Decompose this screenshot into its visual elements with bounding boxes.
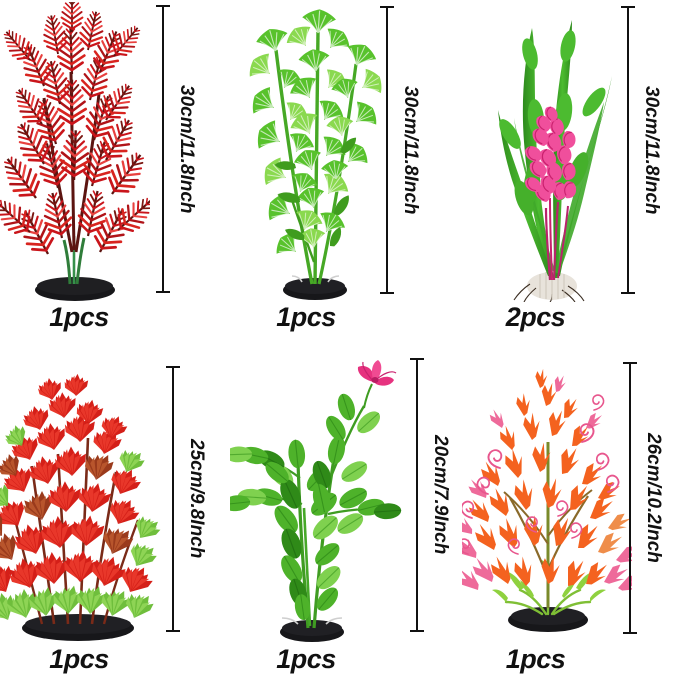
dimension-ruler-pink-flower-ribbon-plant: 30cm/11.8Inch: [621, 6, 662, 294]
quantity-caption: 1pcs: [276, 302, 336, 332]
red-bushy-plant-illustration: [0, 2, 150, 301]
dimension-ruler-red-green-spike-plant: 25cm/9.8Inch: [166, 366, 207, 632]
product-cell-green-fan-leaf-plant: 30cm/11.8Inch 1pcs: [230, 0, 460, 344]
dimension-label: 30cm/11.8Inch: [176, 84, 197, 214]
ruler-cap-bottom: [166, 630, 180, 632]
dimension-label: 20cm/7.9Inch: [430, 435, 451, 555]
dimension-label: 30cm/11.8Inch: [641, 85, 662, 215]
orange-fern-plant-illustration: [462, 368, 632, 632]
ruler-cap-bottom: [156, 291, 170, 293]
ruler-cap-bottom: [380, 292, 394, 294]
plant-artwork-green-fan-leaf-plant: [230, 0, 460, 344]
dimension-ruler-green-fan-leaf-plant: 30cm/11.8Inch: [380, 6, 421, 294]
quantity-caption: 1pcs: [49, 302, 109, 332]
ruler-bar: [623, 362, 637, 634]
ruler-bar: [410, 358, 424, 632]
ruler-bar: [156, 5, 170, 293]
red-green-spike-plant-illustration: [0, 356, 170, 641]
plant-artwork-red-green-spike-plant: [0, 344, 230, 688]
dimension-ruler-green-leafy-flower-plant: 20cm/7.9Inch: [410, 358, 451, 632]
ruler-cap-bottom: [410, 630, 424, 632]
product-cell-orange-fern-plant: 26cm/10.2Inch 1pcs: [460, 344, 679, 688]
dimension-ruler-red-bushy-plant: 30cm/11.8Inch: [156, 5, 197, 293]
product-cell-red-bushy-plant: 30cm/11.8Inch 1pcs: [0, 0, 230, 344]
ruler-stem: [627, 6, 629, 294]
dimension-label: 25cm/9.8Inch: [186, 439, 207, 559]
pink-flower-ribbon-plant-illustration: [498, 20, 612, 302]
ruler-stem: [629, 362, 631, 634]
green-leafy-flower-plant-illustration: [230, 360, 403, 642]
product-cell-red-green-spike-plant: 25cm/9.8Inch 1pcs: [0, 344, 230, 688]
plant-artwork-green-leafy-flower-plant: [230, 344, 460, 688]
ruler-cap-bottom: [621, 292, 635, 294]
plant-artwork-pink-flower-ribbon-plant: [460, 0, 679, 344]
ruler-stem: [416, 358, 418, 632]
quantity-caption: 1pcs: [49, 644, 109, 674]
dimension-label: 30cm/11.8Inch: [400, 85, 421, 215]
ruler-bar: [380, 6, 394, 294]
ruler-bar: [166, 366, 180, 632]
ruler-cap-bottom: [623, 632, 637, 634]
ruler-bar: [621, 6, 635, 294]
ruler-stem: [172, 366, 174, 632]
quantity-caption: 1pcs: [276, 644, 336, 674]
product-cell-green-leafy-flower-plant: 20cm/7.9Inch 1pcs: [230, 344, 460, 688]
quantity-caption: 2pcs: [505, 302, 566, 332]
plant-artwork-orange-fern-plant: [460, 344, 679, 688]
ruler-stem: [386, 6, 388, 294]
quantity-caption: 1pcs: [505, 644, 566, 674]
green-fan-leaf-plant-illustration: [243, 7, 388, 300]
plant-artwork-red-bushy-plant: [0, 0, 230, 344]
product-cell-pink-flower-ribbon-plant: 30cm/11.8Inch 2pcs: [460, 0, 679, 344]
dimension-ruler-orange-fern-plant: 26cm/10.2Inch: [623, 362, 664, 634]
dimension-label: 26cm/10.2Inch: [643, 433, 664, 563]
ruler-stem: [162, 5, 164, 293]
